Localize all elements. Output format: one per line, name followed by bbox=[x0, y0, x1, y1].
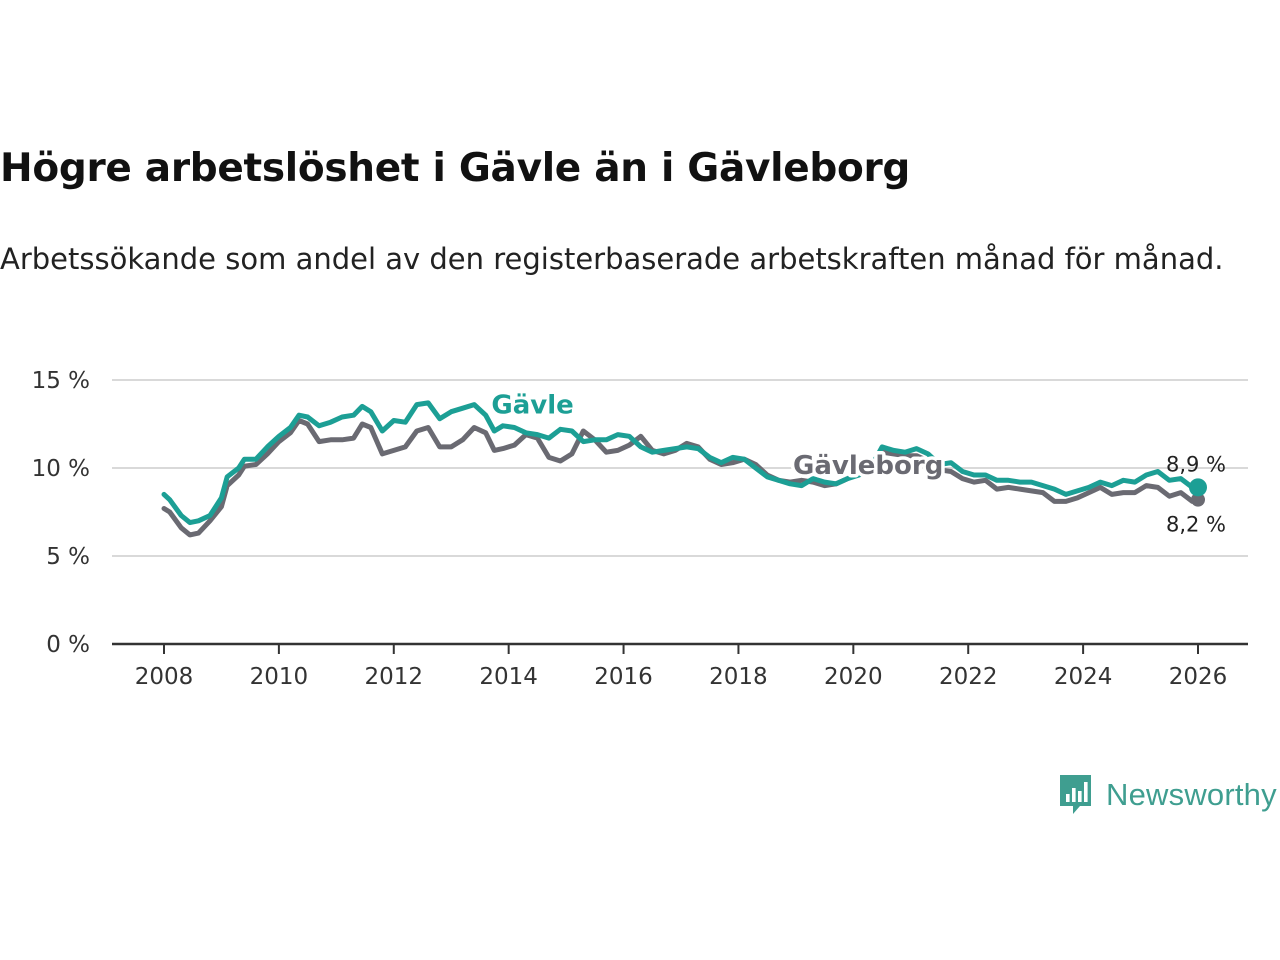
x-tick-label: 2022 bbox=[939, 664, 998, 690]
gavleborg-end-value: 8,2 % bbox=[1166, 513, 1226, 537]
y-tick-label: 5 % bbox=[46, 544, 90, 570]
brand-name: Newsworthy bbox=[1106, 777, 1277, 812]
brand-logo: Newsworthy bbox=[1058, 772, 1277, 818]
gavleborg-series-label: Gävleborg bbox=[793, 451, 943, 481]
x-tick-label: 2012 bbox=[365, 664, 424, 690]
x-tick-label: 2008 bbox=[135, 664, 194, 690]
gavle-end-value: 8,9 % bbox=[1166, 452, 1226, 476]
gavle-series-label: Gävle bbox=[491, 390, 573, 420]
bar-chart-badge-icon bbox=[1060, 775, 1091, 814]
y-tick-label: 15 % bbox=[32, 368, 90, 394]
x-tick-label: 2010 bbox=[250, 664, 309, 690]
chart-subtitle: Arbetssökande som andel av den registerb… bbox=[0, 242, 1224, 276]
x-tick-label: 2016 bbox=[594, 664, 653, 690]
y-tick-label: 10 % bbox=[32, 456, 90, 482]
x-tick-label: 2014 bbox=[479, 664, 538, 690]
x-tick-label: 2024 bbox=[1054, 664, 1113, 690]
y-tick-label: 0 % bbox=[46, 632, 90, 658]
x-tick-label: 2026 bbox=[1169, 664, 1228, 690]
chart-title: Högre arbetslöshet i Gävle än i Gävlebor… bbox=[0, 146, 911, 191]
gavle-series-line bbox=[161, 400, 1201, 526]
gavleborg-end-point bbox=[1191, 492, 1205, 507]
x-tick-label: 2020 bbox=[824, 664, 883, 690]
gavleborg-series-line bbox=[161, 418, 1201, 538]
x-tick-label: 2018 bbox=[709, 664, 768, 690]
gavle-end-point bbox=[1189, 478, 1207, 497]
